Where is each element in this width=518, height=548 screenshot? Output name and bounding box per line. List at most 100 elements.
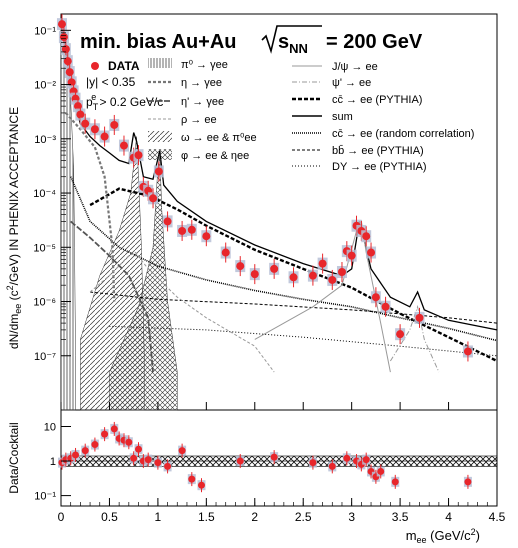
ratio-point (135, 445, 143, 453)
x-tick-label: 3 (348, 510, 355, 524)
legend-phi-label: φ → ee & ηee (181, 150, 249, 162)
data-point (59, 33, 68, 42)
ratio-y-tick-label: 10 (44, 421, 56, 433)
x-tick-label: 0 (58, 510, 65, 524)
cut-rapidity: |y| < 0.35 (86, 75, 136, 89)
data-point (381, 302, 390, 311)
legend-ccbar-label: cc̄ → ee (PYTHIA) (332, 94, 422, 106)
data-points (56, 14, 473, 362)
data-point (110, 120, 119, 129)
curve-sum (60, 25, 498, 331)
data-point (202, 232, 211, 241)
title-snn: sNN (278, 31, 308, 56)
y-tick-label: 10⁻¹ (34, 25, 56, 37)
ratio-point (154, 459, 162, 467)
ratio-y-axis-label: Data/Cocktail (7, 422, 21, 493)
legend-random-label: cc̄ → ee (random correlation) (332, 128, 474, 140)
legend-phi-swatch (148, 149, 172, 160)
ratio-point (343, 454, 351, 462)
ratio-point (178, 447, 186, 455)
legend-dy-label: DY → ee (PYTHIA) (332, 161, 427, 173)
x-tick-label: 2 (251, 510, 258, 524)
curve-ccbar-pythia (89, 187, 498, 363)
x-tick-label: 0.5 (101, 510, 118, 524)
legend-bbbar-label: bb̄ → ee (PYTHIA) (332, 144, 424, 157)
y-tick-label: 10⁻⁵ (33, 242, 56, 254)
ratio-point (130, 454, 138, 462)
data-point (119, 141, 128, 150)
ratio-point (377, 467, 385, 475)
curve-eta (64, 112, 116, 302)
legend: DATA π⁰ → γee η → γee η' → γee ρ → ee ω … (91, 58, 474, 173)
curve-ccbar-random (69, 176, 498, 342)
legend-omega-label: ω → ee & π⁰ee (181, 132, 257, 144)
y-tick-label: 10⁻³ (34, 134, 56, 146)
ratio-point (164, 462, 172, 470)
ratio-point (328, 462, 336, 470)
ratio-point (362, 456, 370, 464)
ratio-point (144, 456, 152, 464)
y-tick-label: 10⁻⁷ (34, 351, 56, 363)
data-point (250, 270, 259, 279)
legend-jpsi-label: J/ψ → ee (332, 61, 378, 73)
data-point (371, 293, 380, 302)
ratio-point (464, 478, 472, 486)
data-point (318, 259, 327, 268)
data-point (187, 225, 196, 234)
ratio-point (101, 430, 109, 438)
ratio-y-tick-label: 1 (50, 456, 56, 468)
cocktail-hatched-components (60, 25, 178, 411)
y-tick-label: 10⁻⁴ (33, 188, 56, 200)
ratio-point (72, 451, 80, 459)
legend-eta-label: η → γee (181, 77, 222, 89)
sqrt-symbol (261, 25, 322, 54)
cut-pt: pTe > 0.2 GeV/c (86, 92, 163, 112)
ratio-y-tick-label: 10⁻¹ (34, 491, 56, 503)
x-axis-label: mee (GeV/c2) (406, 527, 480, 545)
ratio-data-points (57, 421, 472, 493)
ratio-point (188, 475, 196, 483)
curve-psi-prime (389, 304, 440, 373)
ratio-point (110, 425, 118, 433)
y-tick-label: 10⁻² (34, 80, 56, 92)
ratio-systematic-band (60, 455, 498, 467)
ratio-point (91, 441, 99, 449)
data-point (328, 275, 337, 284)
data-point (134, 151, 143, 160)
data-point (270, 264, 279, 273)
data-point (57, 20, 66, 29)
x-tick-label: 4.5 (489, 510, 506, 524)
x-tick-label: 2.5 (295, 510, 312, 524)
x-tick-label: 1 (155, 510, 162, 524)
chart-title: min. bias Au+Au (80, 31, 237, 53)
data-point (100, 132, 109, 141)
x-tick-label: 1.5 (198, 510, 215, 524)
data-point (163, 217, 172, 226)
legend-sum-label: sum (332, 111, 353, 123)
ratio-point (391, 478, 399, 486)
legend-rho-label: ρ → ee (181, 114, 217, 126)
legend-pi0-label: π⁰ → γee (181, 59, 228, 71)
data-point (289, 273, 298, 282)
ratio-point (125, 438, 133, 446)
data-point (308, 271, 317, 280)
ratio-point (81, 447, 89, 455)
data-point (221, 248, 230, 257)
data-point (61, 45, 70, 54)
data-point (337, 268, 346, 277)
y-axis-label: dN/dmee (c2/GeV) IN PHENIX ACCEPTANCE (5, 107, 23, 349)
axes-ticks: 0 0.5 1 1.5 2 2.5 3 3.5 4 4.5 10⁻⁷ 10⁻⁶ 10⁻⁵ 10⁻⁴ 10⁻³… (33, 25, 505, 524)
curve-eta-prime (70, 220, 154, 373)
data-point (347, 251, 356, 260)
cocktail-curves (60, 25, 498, 373)
curve-bbbar-pythia (90, 291, 498, 324)
y-tick-label: 10⁻⁶ (33, 297, 56, 309)
ratio-point (270, 453, 278, 461)
data-point (367, 248, 376, 257)
data-point (463, 347, 472, 356)
data-point (362, 232, 371, 241)
data-point (67, 78, 76, 87)
data-point (178, 226, 187, 235)
x-tick-label: 3.5 (392, 510, 409, 524)
